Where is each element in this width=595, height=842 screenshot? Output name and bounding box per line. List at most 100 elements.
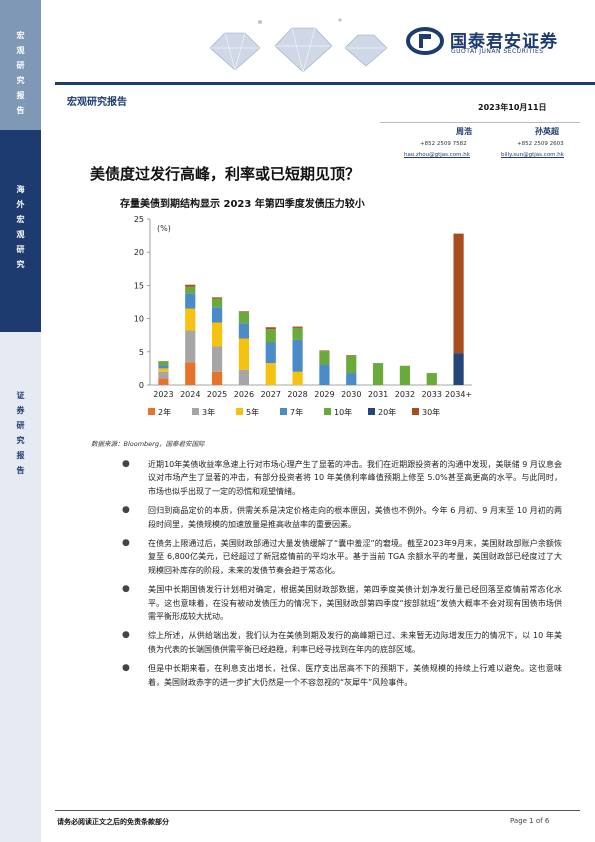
y-axis-label: (%) (157, 224, 171, 233)
legend-label: 7年 (290, 407, 303, 417)
bar-segment (265, 363, 276, 385)
bar-segment (346, 355, 357, 356)
author-name: 孙英超 (535, 127, 559, 136)
data-source: 数据来源：Bloomberg，国泰君安国际 (91, 440, 205, 448)
bar-segment (453, 233, 464, 354)
x-tick-label: 2034+ (445, 390, 472, 399)
bullet-icon: ● (122, 584, 130, 595)
bar-segment (211, 371, 223, 385)
sidebar-mid-band: 海外宏观研究 (0, 130, 41, 332)
x-tick-label: 2029 (314, 390, 334, 399)
bullet-list: ● 近期10年美债收益率急速上行对市场心理产生了显著的冲击。我们在近期跟投资者的沟… (122, 458, 562, 695)
report-title: 美债度过发行高峰，利率或已短期见顶？ (90, 165, 361, 183)
bar-segment (372, 363, 384, 385)
bullet-text: 综上所述，从供给端出发，我们认为在美债到期及发行的高峰期已过、未来暂无边际增发压… (148, 631, 562, 654)
bar-segment (426, 373, 437, 385)
bar-segment (185, 293, 196, 309)
footer-disclaimer: 请务必阅读正文之后的免责条款部分 (57, 818, 169, 826)
bar-segment (265, 327, 276, 330)
bar-segment (185, 330, 196, 363)
bar-segment (185, 284, 196, 287)
x-tick-label: 2025 (207, 390, 227, 399)
list-item: ● 在债务上限通过后，美国财政部通过大量发债缓解了“囊中羞涩”的窘境。截至2023… (122, 537, 562, 577)
bar-segment (185, 362, 196, 385)
author-email[interactable]: hao.zhou@gtjas.com.hk (404, 152, 470, 158)
footer-divider (55, 810, 580, 811)
bar-segment (185, 286, 196, 294)
bar-segment (238, 369, 250, 385)
bar-segment (211, 297, 223, 299)
list-item: ● 近期10年美债收益率急速上行对市场心理产生了显著的冲击。我们在近期跟投资者的沟… (122, 458, 562, 498)
bullet-icon: ● (122, 630, 130, 641)
bar-segment (292, 339, 303, 372)
legend-swatch (368, 408, 375, 415)
header-divider (55, 82, 595, 85)
bar-segment (211, 307, 223, 323)
bar-segment (319, 350, 330, 352)
legend-label: 10年 (334, 407, 352, 417)
bar-segment (158, 378, 169, 385)
bullet-text: 回归到商品定价的本质，供需关系是决定价格走向的根本原因，美债也不例外。今年 6 … (148, 506, 562, 529)
x-tick-label: 2031 (368, 390, 388, 399)
legend-swatch (192, 408, 199, 415)
bullet-text: 美国中长期国债发行计划相对确定，根据美国财政部数据，第四季度美债计划净发行量已经… (148, 585, 562, 622)
bar-segment (265, 329, 276, 343)
legend-label: 30年 (422, 407, 440, 417)
page-number: Page 1 of 6 (510, 817, 550, 825)
x-tick-label: 2023 (153, 390, 173, 399)
legend-label: 20年 (378, 407, 396, 417)
bar-segment (238, 311, 250, 312)
bullet-icon: ● (122, 663, 130, 674)
list-item: ● 回归到商品定价的本质，供需关系是决定价格走向的根本原因，美债也不例外。今年 6… (122, 504, 562, 531)
y-tick-label: 5 (139, 348, 144, 357)
chart-title: 存量美债到期结构显示 2023 年第四季度发债压力较小 (120, 199, 365, 210)
bar-segment (185, 308, 196, 331)
bar-segment (319, 364, 330, 385)
x-tick-label: 2030 (341, 390, 361, 399)
bar-segment (292, 327, 303, 340)
y-tick-label: 15 (134, 281, 144, 290)
legend-label: 5年 (246, 407, 259, 417)
author-email[interactable]: billy.sun@gtjas.com.hk (501, 152, 564, 158)
legend-swatch (280, 408, 287, 415)
author-phone: +852 2509 2603 (517, 141, 564, 147)
sidebar-top-band: 宏观研究报告 (0, 0, 41, 130)
bar-segment (292, 371, 303, 385)
author-divider (380, 122, 580, 123)
bar-segment (346, 373, 357, 385)
y-tick-label: 0 (139, 381, 144, 390)
bar-segment (211, 346, 223, 372)
bar-segment (238, 311, 250, 324)
report-type: 宏观研究报告 (67, 97, 127, 108)
bar-segment (158, 371, 169, 379)
bar-segment (319, 351, 330, 365)
company-name: 国泰君安证券 (450, 32, 558, 52)
list-item: ● 综上所述，从供给端出发，我们认为在美债到期及发行的高峰期已过、未来暂无边际增发… (122, 629, 562, 656)
company-logo-icon (406, 27, 444, 55)
legend-swatch (148, 408, 155, 415)
legend-swatch (236, 408, 243, 415)
sidebar-mid-label: 海外宏观研究 (16, 185, 25, 269)
x-tick-label: 2033 (422, 390, 442, 399)
legend-swatch (412, 408, 419, 415)
y-tick-label: 10 (134, 315, 144, 324)
sidebar-bottom-band: 证券研究报告 (0, 332, 41, 842)
bar-segment (292, 326, 303, 328)
list-item: ● 美国中长期国债发行计划相对确定，根据美国财政部数据，第四季度美债计划净发行量已… (122, 583, 562, 623)
bar-segment (238, 323, 250, 339)
bar-segment (211, 322, 223, 347)
x-tick-label: 2032 (395, 390, 415, 399)
bar-segment (346, 355, 357, 374)
bar-segment (453, 353, 464, 385)
bullet-icon: ● (122, 505, 130, 516)
bullet-text: 近期10年美债收益率急速上行对市场心理产生了显著的冲击。我们在近期跟投资者的沟通… (148, 460, 562, 496)
bullet-icon: ● (122, 538, 130, 549)
diamond-banner-icon (209, 18, 388, 73)
legend-label: 2年 (158, 407, 171, 417)
bar-segment (158, 368, 169, 372)
bar-segment (265, 342, 276, 364)
x-tick-label: 2028 (287, 390, 307, 399)
bar-segment (211, 298, 223, 308)
bullet-text: 在债务上限通过后，美国财政部通过大量发债缓解了“囊中羞涩”的窘境。截至2023年… (148, 539, 562, 575)
